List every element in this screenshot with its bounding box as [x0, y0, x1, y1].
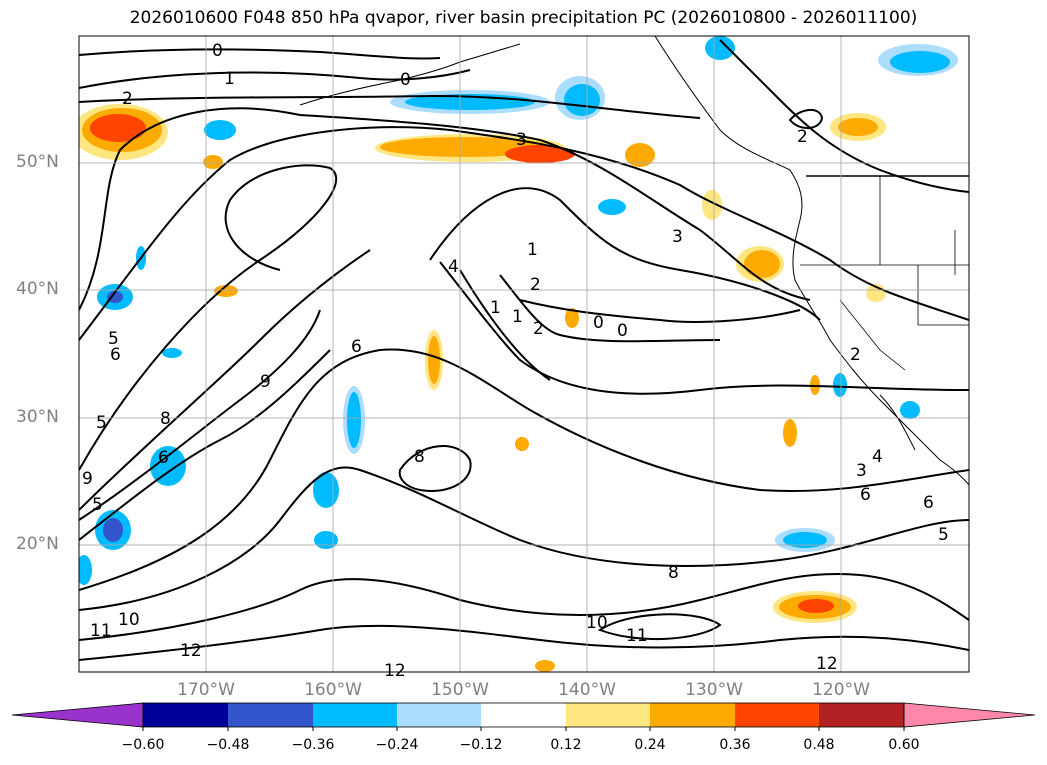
- contour-label: 2: [533, 319, 544, 339]
- colorbar-tick-label: −0.12: [459, 737, 503, 753]
- contour-label: 1: [527, 240, 538, 260]
- colorbar-bin: [313, 703, 397, 727]
- contour-label: 2: [530, 275, 541, 295]
- colorbar: [11, 702, 1036, 731]
- coastlines: [299, 36, 969, 486]
- contour-label: 9: [82, 469, 93, 489]
- contour-label: 1: [512, 307, 523, 327]
- colorbar-extend-high: [903, 702, 1036, 728]
- contour-label: 8: [160, 409, 171, 429]
- contour-label: 6: [158, 448, 169, 468]
- contour-label: 0: [212, 41, 223, 61]
- contour-label: 8: [668, 563, 679, 583]
- contour-label: 10: [586, 613, 608, 633]
- colorbar-bin: [481, 703, 566, 727]
- political-borders: [800, 175, 969, 371]
- contour-label: 4: [872, 447, 883, 467]
- precip-shading: [79, 36, 958, 672]
- colorbar-bin: [566, 703, 650, 727]
- map-title: 2026010600 F048 850 hPa qvapor, river ba…: [129, 8, 918, 28]
- colorbar-bin: [819, 703, 904, 727]
- colorbar-bin: [397, 703, 481, 727]
- colorbar-bin: [228, 703, 313, 727]
- lat-label-40n: 40°N: [16, 279, 59, 299]
- lon-label-170w: 170°W: [177, 680, 235, 700]
- colorbar-bin: [735, 703, 819, 727]
- colorbar-tick-label: −0.48: [206, 737, 250, 753]
- contour-label: 5: [92, 495, 103, 515]
- colorbar-outline: [142, 702, 905, 728]
- colorbar-extend-low: [11, 702, 144, 728]
- contour-label: 2: [122, 89, 133, 109]
- contour-label: 5: [96, 413, 107, 433]
- colorbar-bin: [650, 703, 735, 727]
- lon-label-140w: 140°W: [558, 680, 616, 700]
- contour-label: 0: [593, 313, 604, 333]
- contour-label: 1: [224, 69, 235, 89]
- contour-label: 5: [108, 329, 119, 349]
- contour-label: 11: [90, 621, 112, 641]
- colorbar-bin: [143, 703, 228, 727]
- contour-labels: 0 1 2 0 2 3 1 2 3 4 1 1 2 0 0 2 5 6 6 9 …: [82, 41, 949, 681]
- contour-label: 1: [490, 298, 501, 318]
- contour-label: 8: [414, 447, 425, 467]
- contour-label: 9: [260, 372, 271, 392]
- contour-label: 2: [850, 345, 861, 365]
- contour-label: 4: [448, 257, 459, 277]
- lon-label-150w: 150°W: [431, 680, 489, 700]
- contour-label: 10: [118, 610, 140, 630]
- colorbar-tick-label: 0.60: [888, 737, 920, 753]
- lon-label-160w: 160°W: [304, 680, 362, 700]
- contour-label: 12: [384, 661, 406, 681]
- contour-label: 5: [938, 525, 949, 545]
- colorbar-tick-label: 0.12: [550, 737, 582, 753]
- contour-label: 6: [860, 485, 871, 505]
- colorbar-tick-label: 0.36: [719, 737, 751, 753]
- lat-label-30n: 30°N: [16, 407, 59, 427]
- contour-label: 12: [816, 654, 838, 674]
- contour-label: 0: [400, 70, 411, 90]
- colorbar-tick-label: 0.24: [634, 737, 666, 753]
- contour-label: 11: [626, 626, 648, 646]
- contour-label: 0: [617, 321, 628, 341]
- contour-label: 6: [110, 345, 121, 365]
- contour-label: 3: [672, 227, 683, 247]
- colorbar-tick-label: −0.24: [375, 737, 419, 753]
- lat-label-20n: 20°N: [16, 534, 59, 554]
- map-frame: [78, 35, 970, 673]
- gridlines: [79, 36, 969, 672]
- contour-label: 6: [351, 337, 362, 357]
- qvapor-contours: [79, 39, 969, 661]
- colorbar-tick-label: 0.48: [803, 737, 835, 753]
- contour-label: 3: [516, 130, 527, 150]
- contour-label: 12: [180, 641, 202, 661]
- contour-label: 2: [797, 127, 808, 147]
- contour-label: 6: [923, 493, 934, 513]
- colorbar-tick-label: −0.60: [121, 737, 165, 753]
- colorbar-tick-label: −0.36: [291, 737, 335, 753]
- contour-label: 3: [856, 461, 867, 481]
- lon-label-130w: 130°W: [685, 680, 743, 700]
- lat-label-50n: 50°N: [16, 152, 59, 172]
- lon-label-120w: 120°W: [812, 680, 870, 700]
